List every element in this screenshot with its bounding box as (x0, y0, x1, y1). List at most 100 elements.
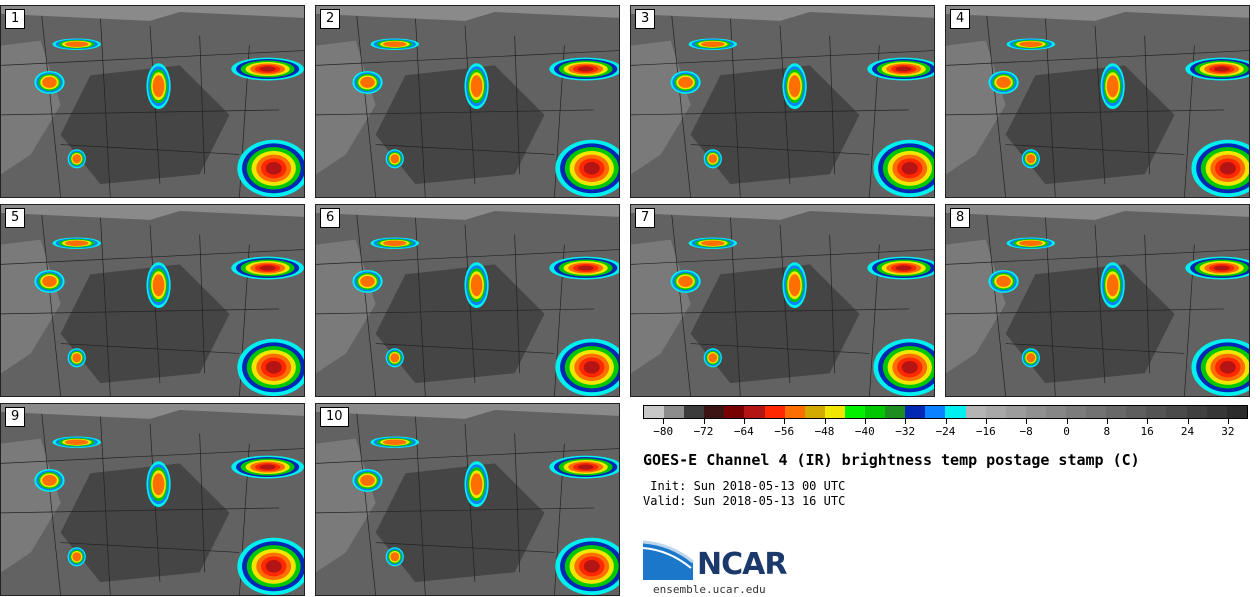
colorbar-tick-label: −16 (975, 425, 996, 438)
cloud-cell (470, 473, 483, 496)
cloud-cell (383, 41, 407, 47)
boundary-line (316, 50, 619, 66)
cloud-cell (708, 154, 718, 164)
cloud-cell (1213, 265, 1230, 271)
cloud-cell (65, 41, 89, 47)
cold-land-region (375, 65, 545, 185)
boundary-line (1, 448, 304, 464)
boundary-line (985, 205, 1006, 396)
panel-label: 3 (635, 9, 656, 29)
panel-label: 4 (950, 9, 971, 29)
boundary-line (946, 249, 1249, 265)
boundary-line (40, 6, 61, 197)
cloud-cell (901, 162, 918, 175)
cloud-cell (265, 361, 282, 374)
cloud-cell (678, 275, 693, 287)
boundary-line (40, 205, 61, 396)
colorbar-swatch (1126, 406, 1147, 418)
colorbar-tick (1227, 419, 1229, 424)
boundary-line (375, 343, 555, 354)
ncar-logo-icon (643, 540, 694, 580)
init-time: Init: Sun 2018-05-13 00 UTC (643, 479, 846, 493)
boundary-line (60, 144, 240, 155)
canada-region (631, 6, 934, 21)
colorbar-tick-label: −48 (814, 425, 835, 438)
panel-label: 10 (320, 407, 349, 427)
cloud-cell (152, 75, 165, 98)
colorbar-tick (784, 419, 786, 424)
colorbar-swatch (1106, 406, 1127, 418)
boundary-line (199, 35, 206, 175)
colorbar-swatch (945, 406, 966, 418)
cloud-cell (470, 75, 483, 98)
colorbar-tick-label: 8 (1103, 425, 1111, 438)
cloud-cell (42, 275, 57, 287)
boundary-line (99, 214, 111, 396)
boundary-line (99, 413, 111, 595)
cloud-cell (390, 353, 400, 363)
panel-5: 5 (0, 204, 305, 397)
cloud-cell (259, 265, 276, 271)
colorbar-swatch (1025, 406, 1046, 418)
colorbar-swatch (664, 406, 685, 418)
boundary-line (1, 507, 280, 514)
colorbar-swatch (1045, 406, 1066, 418)
colorbar-tick (663, 419, 665, 424)
ir-map (316, 6, 619, 197)
canada-region (316, 6, 619, 21)
cloud-cell (996, 76, 1011, 88)
cold-land-region (60, 463, 230, 583)
colorbar-tick (985, 419, 987, 424)
canada-region (1, 404, 304, 419)
colorbar-tick-label: 24 (1180, 425, 1195, 438)
boundary-line (40, 404, 61, 595)
panel-label: 7 (635, 208, 656, 228)
colorbar-tick (824, 419, 826, 424)
colorbar-tick (905, 419, 907, 424)
cloud-cell (1026, 353, 1036, 363)
colorbar-swatch (744, 406, 765, 418)
boundary-line (946, 308, 1225, 315)
colorbar-swatch (1186, 406, 1207, 418)
warm-coast-region (946, 239, 1006, 374)
cloud-cell (470, 274, 483, 297)
cloud-cell (72, 154, 82, 164)
colorbar-tick (945, 419, 947, 424)
cold-land-region (690, 264, 860, 384)
cloud-cell (577, 464, 594, 470)
ir-map (946, 6, 1249, 197)
cloud-cell (1019, 240, 1043, 246)
boundary-line (670, 6, 691, 197)
colorbar-swatch (905, 406, 926, 418)
cloud-cell (390, 154, 400, 164)
cloud-cell (577, 265, 594, 271)
cloud-cell (72, 552, 82, 562)
canada-region (946, 205, 1249, 220)
boundary-line (316, 507, 595, 514)
cloud-cell (42, 474, 57, 486)
boundary-line (1, 50, 304, 66)
boundary-line (1144, 234, 1151, 374)
cloud-cell (65, 439, 89, 445)
logo-text: NCAR (697, 547, 787, 582)
boundary-line (631, 50, 934, 66)
colorbar-swatch (865, 406, 886, 418)
canada-region (316, 404, 619, 419)
panel-label: 8 (950, 208, 971, 228)
colorbar-tick-label: −72 (693, 425, 714, 438)
boundary-line (316, 448, 619, 464)
panel-label: 6 (320, 208, 341, 228)
canada-region (1, 6, 304, 21)
cloud-cell (1019, 41, 1043, 47)
colorbar-tick-label: −24 (935, 425, 956, 438)
canada-region (1, 205, 304, 220)
boundary-line (1005, 144, 1185, 155)
colorbar-swatch (804, 406, 825, 418)
colorbar-swatch (684, 406, 705, 418)
colorbar-tick-label: −40 (854, 425, 875, 438)
boundary-line (631, 308, 910, 315)
cloud-cell (265, 560, 282, 573)
cloud-cell (1106, 274, 1119, 297)
colorbar-tick (1106, 419, 1108, 424)
boundary-line (946, 50, 1249, 66)
